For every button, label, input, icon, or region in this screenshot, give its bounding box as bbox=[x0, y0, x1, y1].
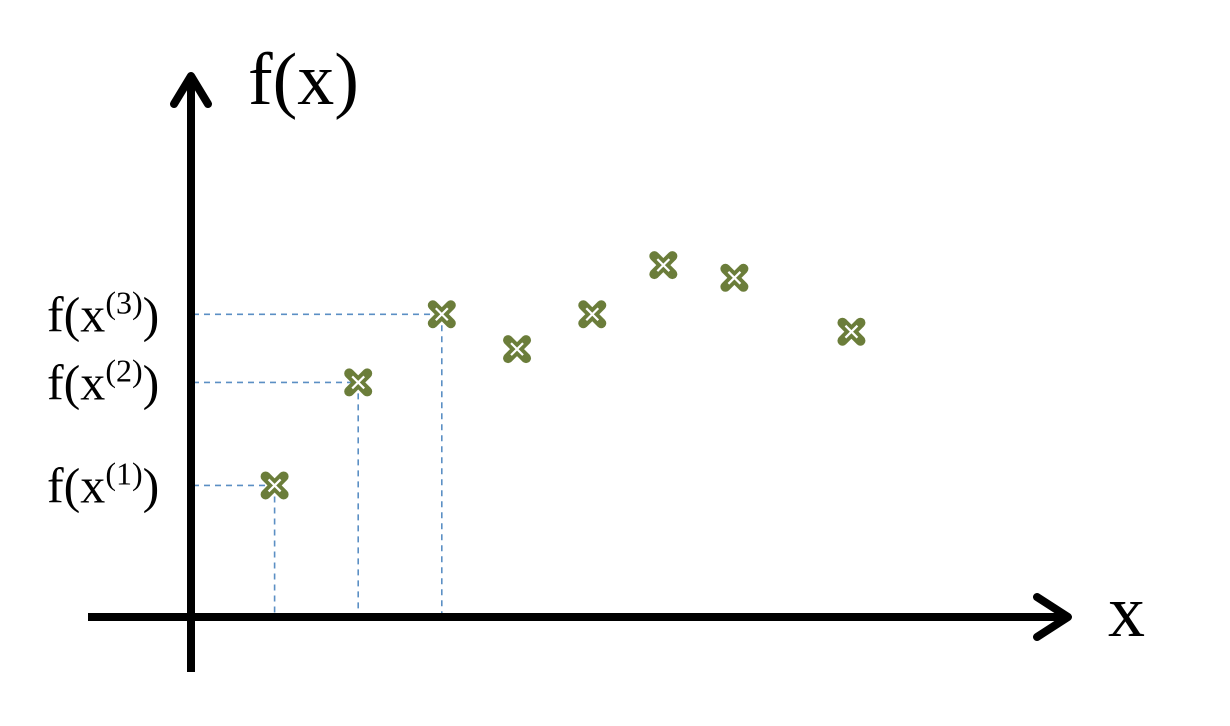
data-point-3 bbox=[427, 300, 456, 329]
data-point-1 bbox=[260, 471, 289, 500]
marker-inner-b bbox=[727, 271, 742, 285]
data-point-5 bbox=[578, 300, 607, 329]
y-tick-label-1: f(x(1)) bbox=[47, 455, 159, 513]
y-axis-arrowhead bbox=[170, 72, 212, 108]
tick-label-close: ) bbox=[143, 286, 160, 342]
tick-label-superscript: (3) bbox=[105, 284, 142, 320]
data-point-2 bbox=[344, 368, 373, 397]
data-point-6 bbox=[649, 251, 678, 280]
tick-label-close: ) bbox=[143, 354, 160, 410]
data-point-7 bbox=[720, 263, 749, 292]
data-point-4 bbox=[503, 335, 532, 364]
tick-label-base: f(x bbox=[47, 457, 105, 513]
tick-label-superscript: (1) bbox=[105, 455, 142, 491]
tick-label-base: f(x bbox=[47, 286, 105, 342]
tick-label-base: f(x bbox=[47, 354, 105, 410]
data-point-8 bbox=[837, 317, 866, 346]
tick-label-superscript: (2) bbox=[105, 352, 142, 388]
guide-lines bbox=[193, 313, 443, 614]
x-axis-arrowhead bbox=[1033, 593, 1072, 641]
y-tick-label-2: f(x(2)) bbox=[47, 352, 159, 410]
data-points bbox=[260, 251, 866, 500]
marker-inner-b bbox=[351, 375, 365, 390]
y-axis-label: f(x) bbox=[248, 39, 359, 121]
tick-label-close: ) bbox=[143, 457, 160, 513]
marker-inner-b bbox=[510, 342, 524, 356]
marker-inner-b bbox=[844, 324, 859, 339]
marker-inner-b bbox=[585, 307, 600, 322]
marker-inner-b bbox=[656, 258, 671, 272]
y-tick-labels: f(x(1))f(x(2))f(x(3)) bbox=[47, 284, 159, 513]
y-tick-label-3: f(x(3)) bbox=[47, 284, 159, 342]
marker-inner-b bbox=[435, 307, 449, 322]
marker-inner-b bbox=[267, 478, 282, 493]
x-axis-label: x bbox=[1108, 571, 1145, 653]
